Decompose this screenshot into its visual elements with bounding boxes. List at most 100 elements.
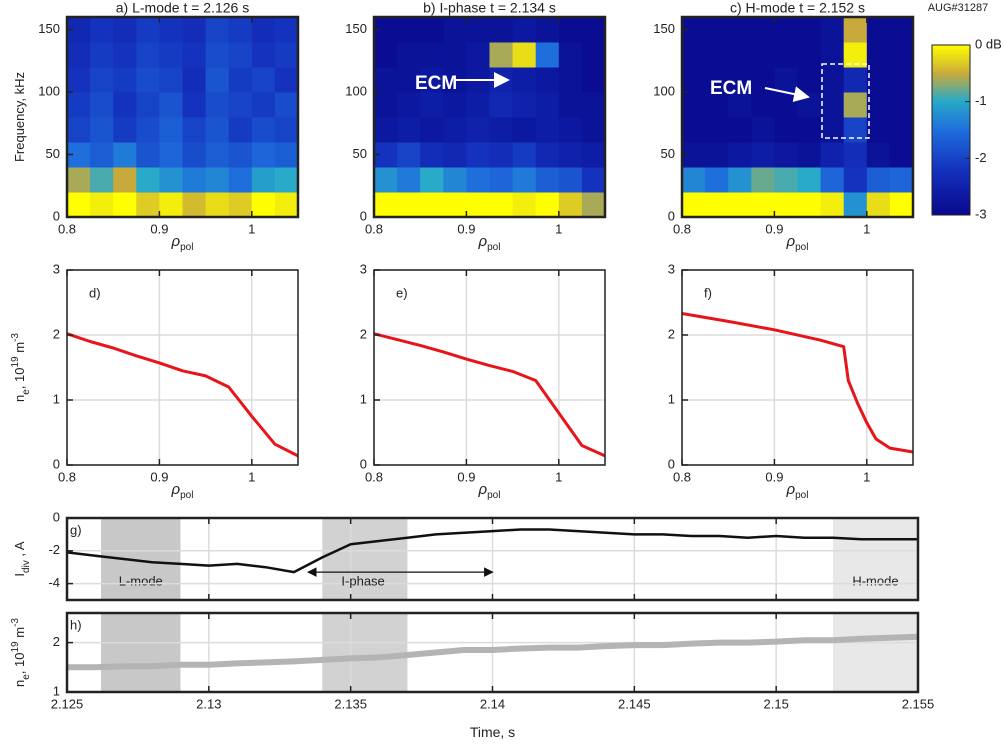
heatmap-cell bbox=[535, 17, 560, 43]
y-tick-label: 50 bbox=[353, 146, 367, 161]
heatmap-cell bbox=[535, 117, 560, 143]
heatmap-cell bbox=[374, 67, 398, 93]
data-line bbox=[66, 528, 918, 574]
heatmap-cell bbox=[751, 42, 775, 68]
arrow-label: I-phase bbox=[341, 574, 384, 589]
heatmap-cell bbox=[889, 167, 914, 193]
heatmap-cell bbox=[866, 67, 891, 93]
heatmap-cell bbox=[136, 142, 160, 168]
heatmap-cell bbox=[374, 167, 398, 193]
heatmap-cell bbox=[466, 142, 490, 168]
heatmap-cell bbox=[274, 192, 299, 218]
heatmap-cell bbox=[397, 117, 421, 143]
heatmap-cell bbox=[889, 67, 914, 93]
heatmap-cell bbox=[205, 17, 230, 43]
heatmap-cell bbox=[113, 17, 137, 43]
y-tick-label: 0 bbox=[668, 456, 675, 471]
heatmap-cell bbox=[251, 192, 276, 218]
heatmap-cell bbox=[374, 92, 398, 118]
heatmap-cell bbox=[466, 92, 490, 118]
y-tick-label: 0 bbox=[360, 208, 367, 223]
heatmap-cell bbox=[751, 192, 775, 218]
heatmap-cell bbox=[489, 167, 514, 193]
heatmap-cell bbox=[274, 167, 299, 193]
heatmap-cell bbox=[866, 192, 891, 218]
heatmap-cell bbox=[820, 117, 845, 143]
heatmap-cell bbox=[489, 117, 514, 143]
heatmap-cell bbox=[90, 117, 114, 143]
heatmap-cell bbox=[705, 67, 729, 93]
heatmap-cell bbox=[889, 42, 914, 68]
heatmap-cell bbox=[113, 67, 137, 93]
heatmap-cell bbox=[397, 42, 421, 68]
y-tick-label: 1 bbox=[668, 391, 675, 406]
heatmap-cell bbox=[797, 167, 822, 193]
heatmap-cell bbox=[535, 67, 560, 93]
heatmap-cell bbox=[159, 92, 183, 118]
heatmap-cell bbox=[251, 167, 276, 193]
label-part: , A bbox=[12, 541, 27, 560]
heatmap-cell bbox=[90, 42, 114, 68]
x-tick-label: 0.9 bbox=[457, 469, 475, 484]
heatmap-cell bbox=[889, 92, 914, 118]
heatmap-cell bbox=[535, 192, 560, 218]
label-part: -3 bbox=[10, 618, 21, 627]
heatmap-cell bbox=[274, 117, 299, 143]
label-part: pol bbox=[180, 242, 193, 253]
heatmap-cell bbox=[159, 17, 183, 43]
heatmap-cell bbox=[205, 92, 230, 118]
heatmap-cell bbox=[159, 142, 183, 168]
colorbar bbox=[931, 44, 971, 216]
heatmap-cell bbox=[535, 167, 560, 193]
heatmap-cell bbox=[512, 192, 537, 218]
heatmap-cell bbox=[682, 142, 706, 168]
heatmap-cell bbox=[774, 92, 798, 118]
x-axis-label: ρpol bbox=[171, 233, 194, 253]
plot-frame bbox=[680, 15, 915, 219]
heatmap-cell bbox=[374, 192, 398, 218]
x-tick-label: 0.9 bbox=[150, 469, 168, 484]
heatmap-cell bbox=[558, 192, 583, 218]
shaded-span bbox=[832, 613, 918, 692]
heatmap-cell bbox=[274, 67, 299, 93]
x-tick-label: 2.15 bbox=[764, 696, 789, 711]
x-tick-label: 2.135 bbox=[334, 696, 367, 711]
heatmap-cell bbox=[820, 192, 845, 218]
heatmap-cell bbox=[466, 167, 490, 193]
x-tick-label: 0.8 bbox=[365, 221, 383, 236]
heatmap-cell bbox=[820, 167, 845, 193]
heatmap-cell bbox=[728, 92, 752, 118]
heatmap-cell bbox=[205, 117, 230, 143]
heatmap-cell bbox=[182, 192, 207, 218]
highlight-box bbox=[821, 63, 870, 139]
colorbar-tick-label: -1 bbox=[975, 93, 987, 108]
heatmap-cell bbox=[182, 42, 207, 68]
heatmap-cell bbox=[558, 167, 583, 193]
heatmap-cell bbox=[274, 42, 299, 68]
x-axis-label: Time, s bbox=[470, 724, 515, 740]
heatmap-cell bbox=[67, 192, 91, 218]
heatmap-cell bbox=[397, 167, 421, 193]
heatmap-cell bbox=[558, 92, 583, 118]
heatmap-cell bbox=[581, 117, 606, 143]
heatmap-cell bbox=[420, 17, 444, 43]
y-tick-label: 2 bbox=[360, 326, 367, 341]
data-line bbox=[66, 332, 299, 458]
heatmap-cell bbox=[843, 92, 868, 118]
x-tick-label: 0.9 bbox=[150, 221, 168, 236]
heatmap-cell bbox=[797, 192, 822, 218]
y-tick-label: 3 bbox=[360, 261, 367, 276]
heatmap-cell bbox=[182, 117, 207, 143]
span-label: L-mode bbox=[119, 573, 163, 588]
heatmap-cell bbox=[489, 42, 514, 68]
heatmap-cell bbox=[843, 167, 868, 193]
heatmap-cell bbox=[843, 17, 868, 43]
heatmap-cell bbox=[159, 117, 183, 143]
heatmap-cell bbox=[751, 117, 775, 143]
y-axis-label: Frequency, kHz bbox=[12, 72, 27, 162]
heatmap-cell bbox=[889, 192, 914, 218]
x-tick-label: 1 bbox=[248, 469, 255, 484]
y-tick-label: 2 bbox=[53, 634, 60, 649]
panel-title: a) L-mode t = 2.126 s bbox=[116, 0, 249, 16]
